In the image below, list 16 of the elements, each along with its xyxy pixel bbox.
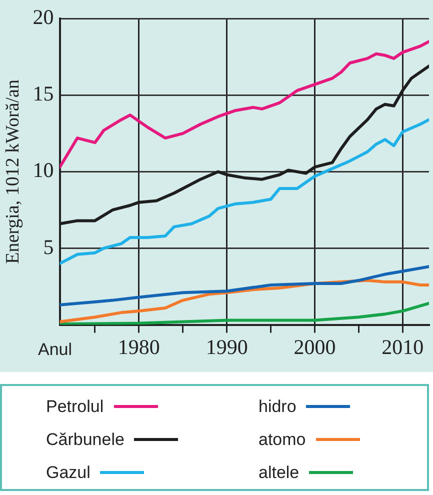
legend-label: Petrolul bbox=[46, 396, 104, 416]
legend-label: hidro bbox=[258, 396, 296, 416]
x-tick-label: 2000 bbox=[294, 334, 336, 359]
y-axis-title: Energia, 1012 kWoră/an bbox=[2, 79, 24, 264]
legend-label: Cărbunele bbox=[46, 430, 124, 450]
legend-label: atomo bbox=[258, 430, 306, 450]
y-tick-label: 5 bbox=[43, 234, 54, 259]
x-axis-title: Anul bbox=[38, 340, 72, 360]
y-tick-label: 10 bbox=[32, 158, 54, 182]
x-tick-label: 1980 bbox=[118, 334, 160, 359]
legend-label: Gazul bbox=[46, 462, 90, 482]
y-tick-label: 20 bbox=[32, 5, 54, 30]
legend-label: altele bbox=[258, 462, 300, 482]
x-tick-label: 2010 bbox=[382, 334, 424, 359]
y-tick-label: 15 bbox=[32, 82, 54, 106]
x-tick-label: 1990 bbox=[206, 334, 248, 359]
